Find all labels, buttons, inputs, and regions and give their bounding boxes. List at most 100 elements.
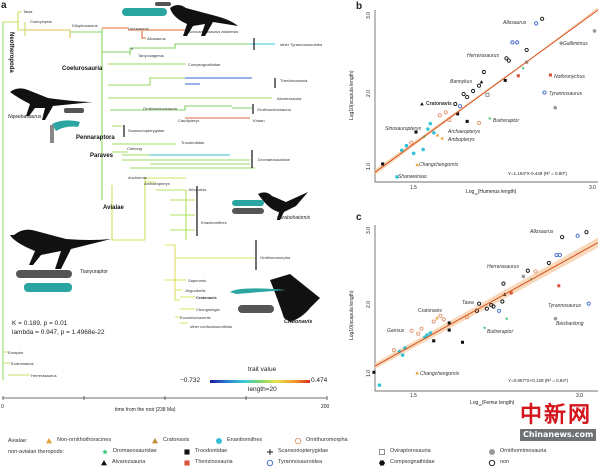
legend-label-ovi: Oviraptorosauria [390, 448, 431, 454]
taxon-scansoriopterygidae: Scansoriopterygidae [128, 128, 165, 133]
legend-theropods-title: non-avialan theropods: [8, 449, 64, 455]
xlabel-log: Log [470, 400, 479, 406]
marker-tyr [557, 252, 562, 258]
marker-ther [548, 73, 552, 77]
colorbar-min: −0.732 [180, 377, 201, 384]
silhouette-allosaur [10, 2, 320, 322]
taxon-acrocanthosaurus: Acrocanthosaurus atokensis [188, 29, 239, 34]
marker-tyr [542, 90, 547, 95]
marker-enan [426, 127, 430, 131]
marker-ther [184, 460, 190, 466]
marker-tyr [496, 308, 502, 313]
marker-dro [488, 116, 492, 120]
marker-non [540, 16, 545, 21]
taxon-coelophysis: Coelophysis [30, 19, 52, 24]
marker-troo [503, 78, 507, 82]
marker-tyr [457, 104, 463, 109]
legend-label-tyr: Tyrannosauroidea [278, 459, 323, 465]
marker-ornu [437, 113, 442, 118]
humerus-bone-icon [122, 8, 167, 16]
time-axis-tick-end: 200 [321, 404, 330, 410]
taxon-archaeopteryx: Archaeopteryx [144, 181, 170, 186]
plot-b-axes [374, 10, 598, 183]
taxon-enantiornithes: Enantiornithes [201, 220, 227, 225]
marker-ther [509, 291, 513, 295]
label-shanweiniao: Shanweiniao [398, 174, 427, 180]
label-beishanlong: Beishanlong [556, 321, 584, 327]
marker-tyr [575, 233, 580, 238]
marker-enan [428, 121, 433, 126]
taxon-tawa: Tawa [23, 9, 33, 14]
plot-b-xlabel: Log10(Humerus length) [466, 189, 516, 196]
marker-non [491, 304, 496, 309]
marker-non [560, 235, 565, 240]
panel-a-letter: a [1, 0, 7, 11]
marker-non [477, 83, 482, 88]
taxon-other-tyrannosauroidea: other Tyrannosauroidea [280, 42, 323, 47]
marker-troo [460, 340, 465, 344]
parabohaiornis-silhouette [258, 192, 308, 220]
marker-ornu [438, 313, 443, 318]
xlabel-rest: (Humerus length) [477, 189, 517, 195]
plot-b-equation: Y=1.194*X-0.449 (R² = 0.80*) [508, 171, 568, 176]
label-changchengornis: Changchengornis [420, 371, 460, 377]
marker-tyr [586, 301, 591, 306]
marker-enan [421, 147, 425, 152]
marker-enan [411, 151, 416, 156]
marker-scan [267, 449, 273, 455]
marker-ornu [533, 269, 538, 274]
marker-enan [377, 383, 382, 387]
marker-tyr [515, 40, 520, 45]
plot-c-xlabel: Log10(Femur length) [470, 400, 514, 407]
marker-enan [404, 143, 409, 148]
marker-enan [400, 353, 405, 357]
label-buitreraptor: Buitreraptor [487, 329, 514, 335]
plot-c-equation: Y=0.857*X+0.129 (R² = 0.84*) [508, 378, 569, 383]
plot-b-xtick-1: 1.5 [410, 185, 417, 191]
marker-nonav [415, 371, 419, 375]
legend-label-troo: Troodontidae [195, 448, 228, 454]
legend-label-orn: Ornithomimosauria [500, 448, 547, 454]
phylogeny-tree [2, 11, 276, 380]
label-cratonavis: Cratonavis [418, 308, 442, 314]
marker-ovi [485, 92, 490, 97]
legend-label-ther: Therizinosauria [195, 459, 233, 465]
label-cratonavis: Cratonavis [284, 319, 313, 325]
clade-coelurosauria: Coelurosauria [62, 66, 103, 72]
label-tianyuraptor: Tianyuraptor [80, 269, 108, 275]
colorbar-length: length=20 [248, 386, 277, 393]
colorbar-max: 0.474 [311, 377, 328, 384]
marker-comp [379, 460, 385, 466]
marker-enan [432, 131, 436, 135]
taxon-compsognathidae: Compsognathidae [188, 62, 221, 67]
plot-c-confidence-band [375, 237, 598, 370]
marker-alv [420, 102, 424, 106]
cratonavis-silhouette [270, 274, 320, 322]
label-ambopteryx: Ambopteryx [448, 137, 475, 143]
marker-troo [414, 130, 418, 134]
marker-troo [184, 449, 190, 455]
plot-c-axes [374, 225, 598, 392]
clade-pennaraptora: Pennaraptora [76, 135, 115, 141]
marker-non [465, 95, 470, 100]
taxon-dilophosaurus: Dilophosaurus [72, 23, 98, 28]
marker-troo [432, 339, 436, 343]
marker-tyr [534, 21, 539, 26]
marker-non [500, 299, 505, 304]
marker-troo [447, 321, 451, 325]
marker-ornu [477, 120, 482, 125]
colorbar [210, 380, 310, 383]
label-tyrannosaurus: Tyrannosaurus [548, 303, 581, 309]
xlabel-sub: 10 [474, 192, 478, 196]
marker-troo [465, 119, 469, 123]
label-archaeopteryx: Archaeopteryx [448, 129, 481, 135]
marker-ornu [416, 331, 421, 336]
marker-ovi [379, 449, 385, 455]
label-gansus: Gansus [387, 328, 405, 334]
marker-orn [521, 274, 526, 279]
marker-non [471, 88, 476, 94]
marker-non [504, 56, 509, 61]
label-nqwebasaurus: Nqwebasaurus [8, 114, 42, 120]
marker-orn [553, 105, 558, 110]
taxon-b-marker: b [131, 46, 134, 51]
